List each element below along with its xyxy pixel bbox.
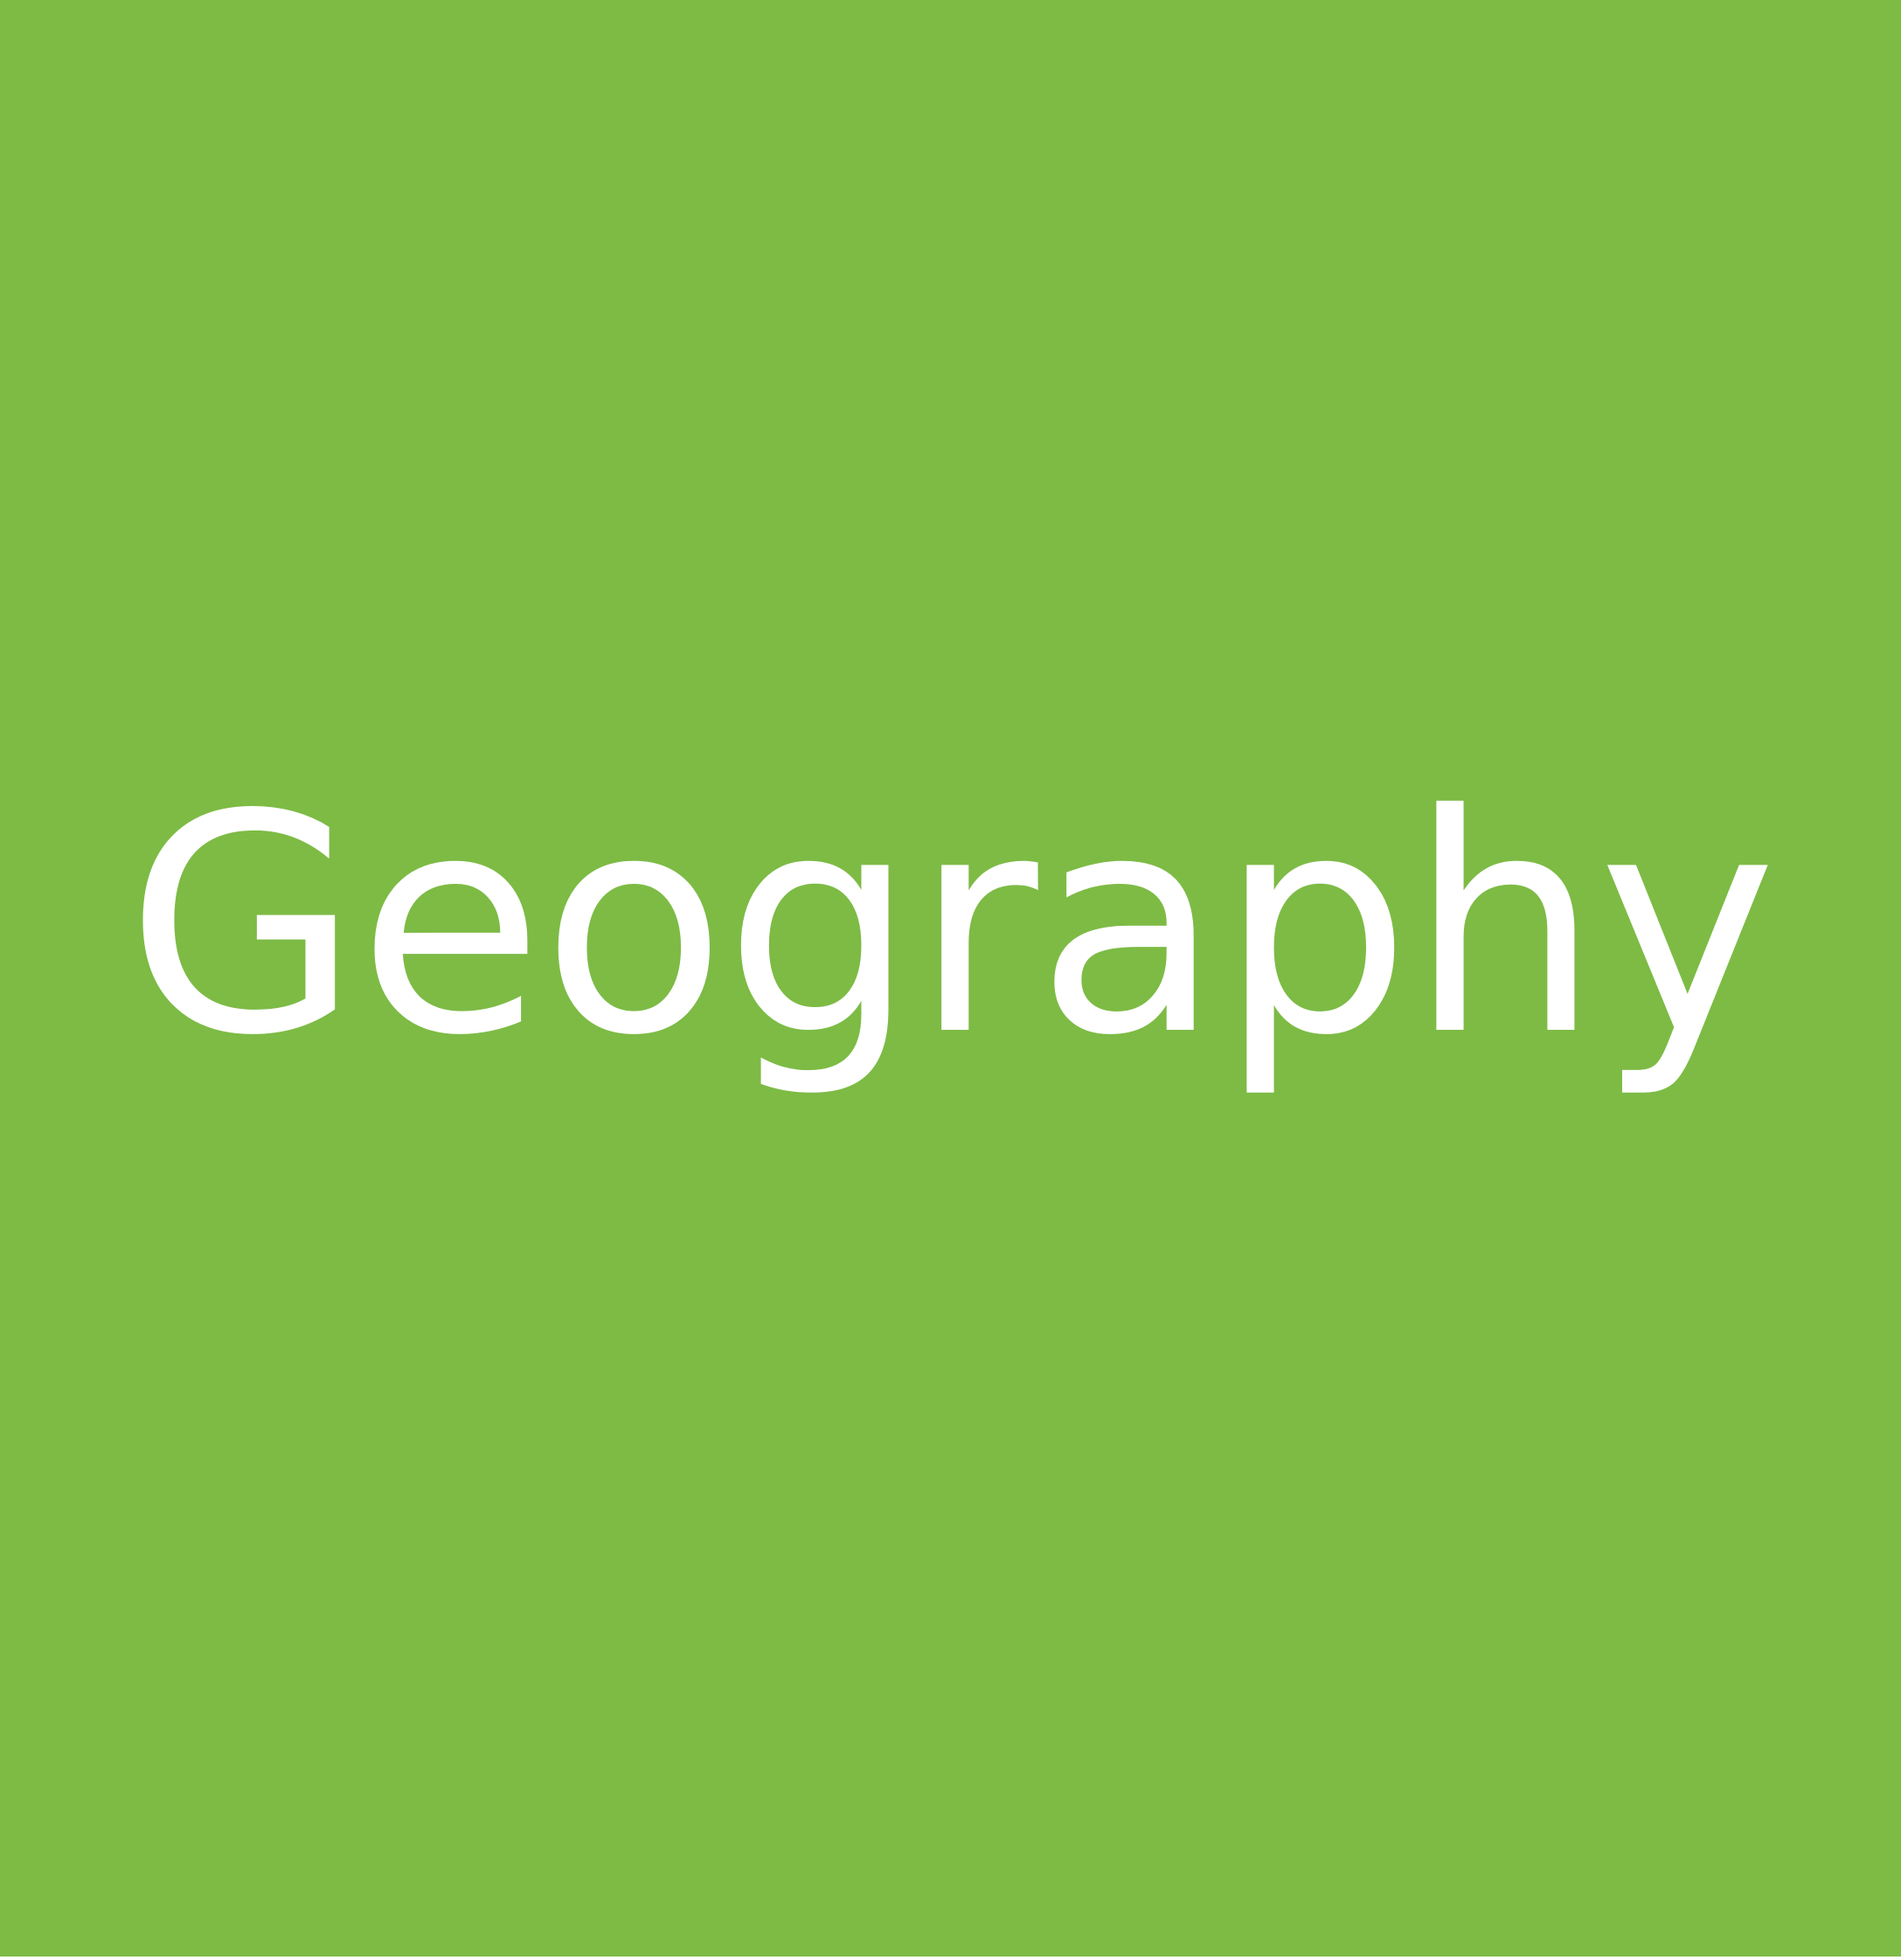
tile-label: Geography (126, 751, 1777, 1102)
